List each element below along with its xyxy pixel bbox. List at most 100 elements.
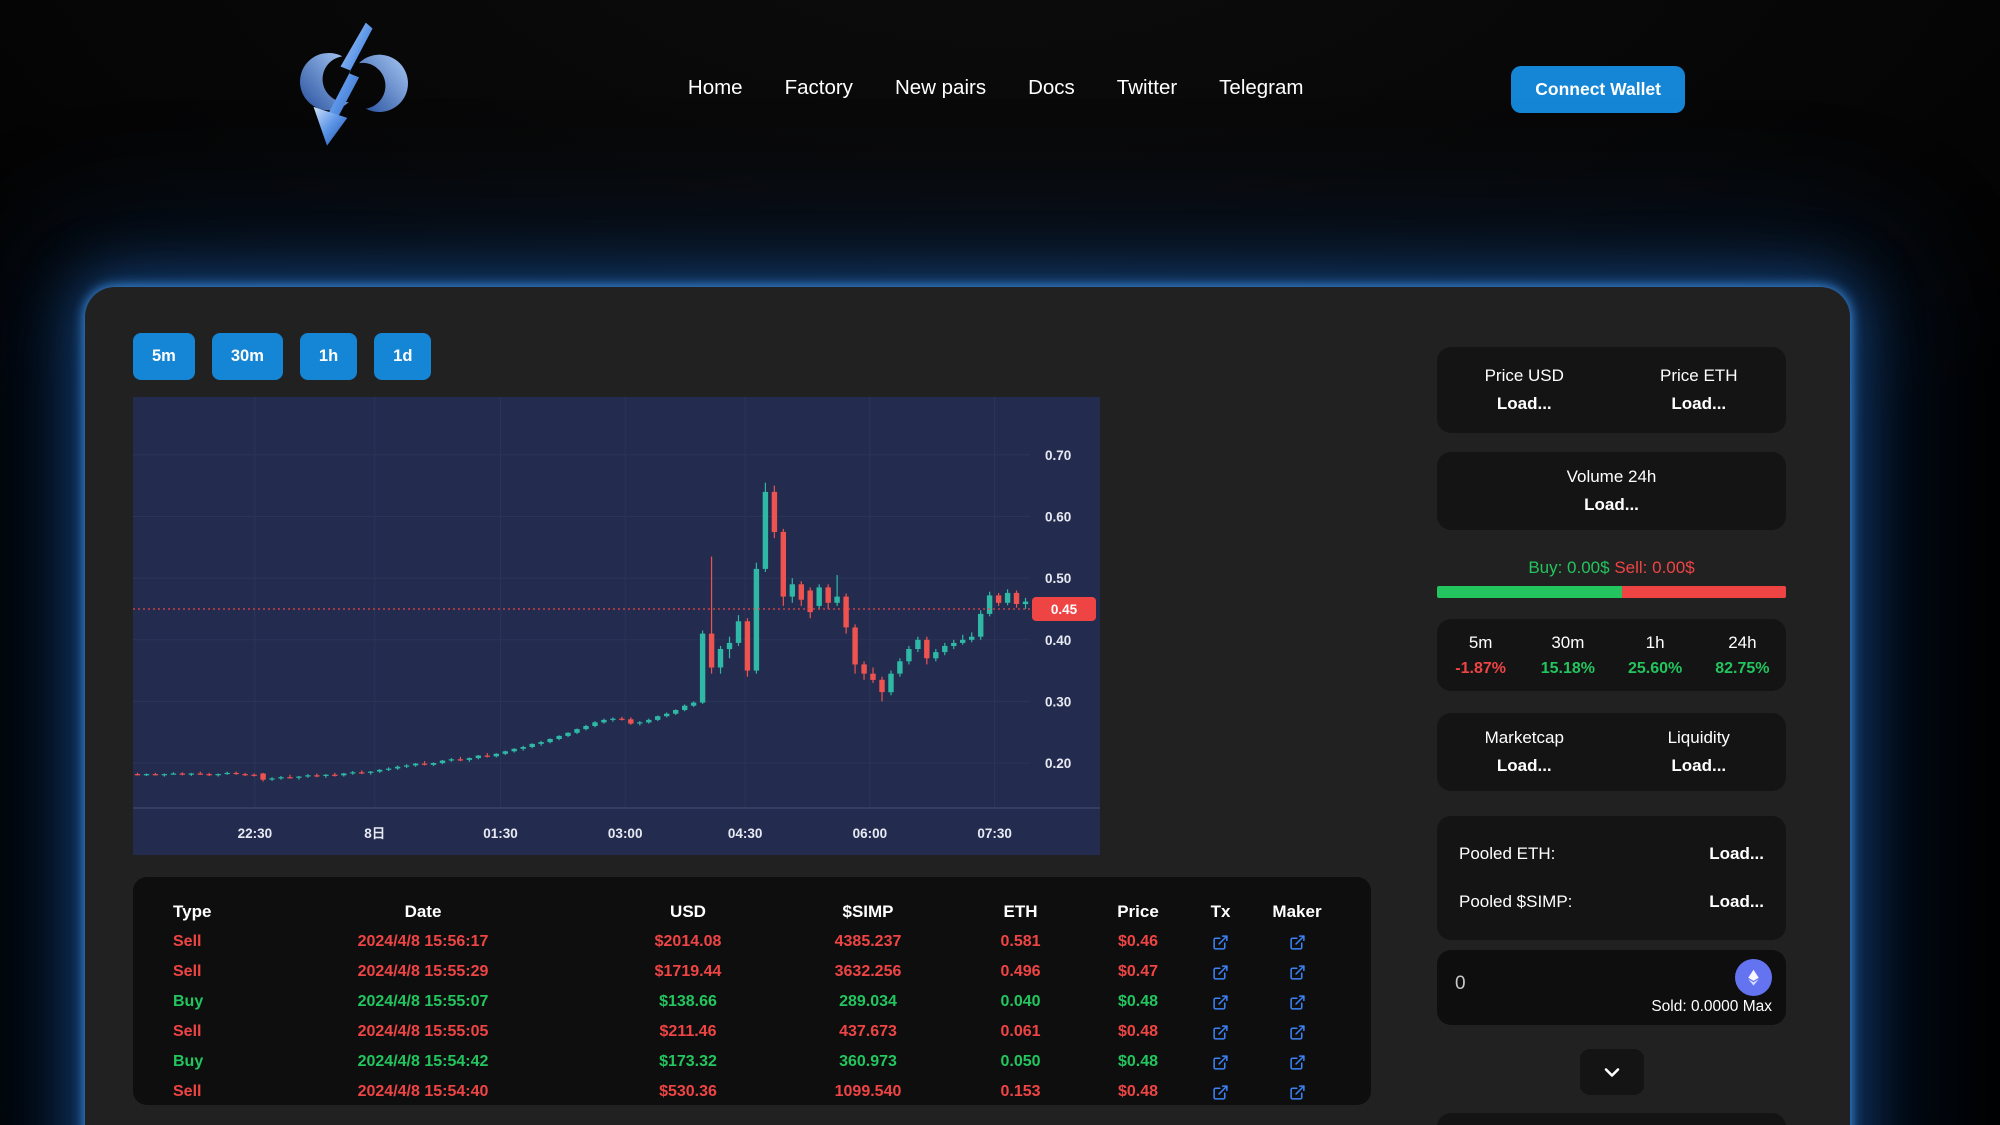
price-usd-label: Price USD xyxy=(1484,366,1564,385)
trades-body: Sell 2024/4/8 15:56:17 $2014.08 4385.237 0.5… xyxy=(173,927,1331,1107)
marketcap-value: Load... xyxy=(1496,756,1552,775)
col-eth: ETH xyxy=(1003,902,1038,921)
max-button[interactable]: Max xyxy=(1742,998,1772,1015)
external-link-icon xyxy=(1212,964,1229,981)
pooled-eth-row: Pooled ETH: Load... xyxy=(1459,844,1764,864)
nav-link-factory[interactable]: Factory xyxy=(784,76,853,99)
external-link-icon xyxy=(1212,1024,1229,1041)
trade-eth: 0.050 xyxy=(1000,1053,1041,1070)
liquidity: Liquidity Load... xyxy=(1612,728,1787,776)
stat-value: 82.75% xyxy=(1715,659,1770,677)
external-link-icon xyxy=(1212,1054,1229,1071)
timeframe-row: 5m 30m 1h 1d xyxy=(133,333,432,380)
trade-price: $0.46 xyxy=(1117,933,1159,950)
trades-header: Type Date USD $SIMP ETH Price Tx Maker xyxy=(173,897,1331,927)
tx-link[interactable] xyxy=(1178,1084,1263,1101)
maker-link[interactable] xyxy=(1263,994,1331,1011)
svg-text:0.30: 0.30 xyxy=(1045,694,1071,709)
expand-button[interactable] xyxy=(1579,1049,1644,1095)
tx-link[interactable] xyxy=(1178,964,1263,981)
stat-1h: 1h 25.60% xyxy=(1612,633,1699,678)
stat-24h: 24h 82.75% xyxy=(1699,633,1786,678)
trade-date: 2024/4/8 15:55:07 xyxy=(357,993,489,1010)
external-link-icon xyxy=(1289,964,1306,981)
buy-total: Buy: 0.00$ xyxy=(1528,558,1610,577)
svg-text:8日: 8日 xyxy=(364,826,385,841)
trade-type: Sell xyxy=(173,1083,202,1100)
pooled-eth-label: Pooled ETH: xyxy=(1459,844,1556,863)
trade-row: Buy 2024/4/8 15:55:07 $138.66 289.034 0.040 $… xyxy=(173,987,1331,1017)
price-eth-label: Price ETH xyxy=(1660,366,1738,385)
trade-price: $0.48 xyxy=(1117,1023,1159,1040)
tx-link[interactable] xyxy=(1178,994,1263,1011)
tx-link[interactable] xyxy=(1178,934,1263,951)
timeframe-button-1h[interactable]: 1h xyxy=(299,333,358,380)
trade-simp: 360.973 xyxy=(839,1053,897,1070)
external-link-icon xyxy=(1212,934,1229,951)
trade-price: $0.47 xyxy=(1117,963,1159,980)
nav-link-new-pairs[interactable]: New pairs xyxy=(894,76,987,99)
trade-row: Sell 2024/4/8 15:55:05 $211.46 437.673 0.061… xyxy=(173,1017,1331,1047)
svg-text:06:00: 06:00 xyxy=(853,826,888,841)
trade-simp: 437.673 xyxy=(839,1023,897,1040)
buy-sell-bar xyxy=(1437,586,1786,598)
stat-label: 5m xyxy=(1468,632,1493,652)
external-link-icon xyxy=(1212,994,1229,1011)
nav-link-home[interactable]: Home xyxy=(687,76,743,99)
chart-panel: 0.70 0.60 0.50 0.40 0.30 0.20 22:30 8日 01:30 03:0… xyxy=(133,397,1100,855)
trade-date: 2024/4/8 15:55:05 xyxy=(357,1023,489,1040)
svg-text:22:30: 22:30 xyxy=(238,826,273,841)
eth-icon[interactable] xyxy=(1735,959,1772,996)
trade-usd: $211.46 xyxy=(659,1023,717,1040)
marketcap-label: Marketcap xyxy=(1484,728,1564,747)
timeframe-button-30m[interactable]: 30m xyxy=(211,333,283,380)
maker-link[interactable] xyxy=(1263,964,1331,981)
trade-simp: 3632.256 xyxy=(834,963,902,980)
swap-amount-input[interactable] xyxy=(1453,972,1603,996)
maker-link[interactable] xyxy=(1263,1054,1331,1071)
svg-text:01:30: 01:30 xyxy=(483,826,518,841)
nav-link-telegram[interactable]: Telegram xyxy=(1219,76,1304,99)
trade-price: $0.48 xyxy=(1117,1083,1159,1100)
trade-type: Sell xyxy=(173,963,202,980)
stat-value: 15.18% xyxy=(1540,659,1595,677)
sold-balance: Sold: 0.0000 Max xyxy=(1651,998,1772,1016)
tx-link[interactable] xyxy=(1178,1024,1263,1041)
trade-usd: $530.36 xyxy=(659,1083,717,1100)
trade-type: Sell xyxy=(173,1023,202,1040)
col-price: Price xyxy=(1117,902,1159,921)
price-usd-value: Load... xyxy=(1496,394,1552,413)
price-eth: Price ETH Load... xyxy=(1612,366,1787,414)
svg-text:0.60: 0.60 xyxy=(1045,510,1071,525)
trade-eth: 0.496 xyxy=(1000,963,1041,980)
volume-label: Volume 24h xyxy=(1566,467,1657,486)
marketcap: Marketcap Load... xyxy=(1437,728,1612,776)
connect-wallet-button[interactable]: Connect Wallet xyxy=(1511,66,1685,113)
brand-logo-icon[interactable] xyxy=(295,14,413,156)
timeframe-button-5m[interactable]: 5m xyxy=(133,333,195,380)
external-link-icon xyxy=(1212,1084,1229,1101)
maker-link[interactable] xyxy=(1263,1024,1331,1041)
trade-row: Sell 2024/4/8 15:54:40 $530.36 1099.540 0.15… xyxy=(173,1077,1331,1107)
trade-date: 2024/4/8 15:54:40 xyxy=(357,1083,489,1100)
buy-bar-segment xyxy=(1437,586,1622,598)
maker-link[interactable] xyxy=(1263,934,1331,951)
svg-text:0.20: 0.20 xyxy=(1045,756,1071,771)
nav-link-twitter[interactable]: Twitter xyxy=(1116,76,1178,99)
trade-type: Buy xyxy=(173,1053,204,1070)
liquidity-label: Liquidity xyxy=(1667,728,1730,747)
trade-row: Sell 2024/4/8 15:56:17 $2014.08 4385.237 0.5… xyxy=(173,927,1331,957)
liquidity-value: Load... xyxy=(1671,756,1727,775)
col-maker: Maker xyxy=(1272,902,1322,921)
trade-eth: 0.061 xyxy=(1000,1023,1041,1040)
trade-date: 2024/4/8 15:56:17 xyxy=(357,933,489,950)
price-chart[interactable]: 0.70 0.60 0.50 0.40 0.30 0.20 22:30 8日 01:30 03:0… xyxy=(133,397,1100,855)
maker-link[interactable] xyxy=(1263,1084,1331,1101)
trade-usd: $138.66 xyxy=(659,993,717,1010)
nav-link-docs[interactable]: Docs xyxy=(1028,76,1075,99)
timeframe-button-1d[interactable]: 1d xyxy=(374,333,432,380)
stat-30m: 30m 15.18% xyxy=(1524,633,1611,678)
trade-simp: 1099.540 xyxy=(834,1083,902,1100)
tx-link[interactable] xyxy=(1178,1054,1263,1071)
chevron-down-icon xyxy=(1604,1068,1619,1077)
